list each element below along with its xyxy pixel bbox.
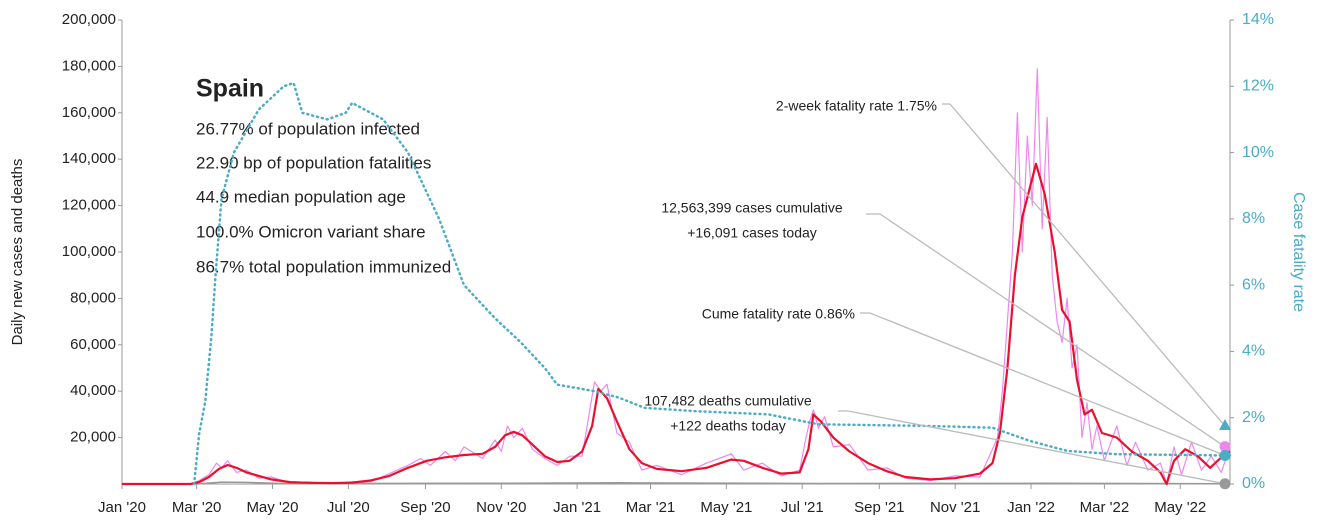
x-tick-label: Sep '20	[400, 499, 450, 516]
annotation: 12,563,399 cases cumulative	[661, 200, 843, 216]
info-line: 22.90 bp of population fatalities	[196, 153, 431, 172]
info-line: 26.77% of population infected	[196, 119, 420, 138]
y-tick-label: 120,000	[62, 197, 116, 214]
info-line: 86.7% total population immunized	[196, 257, 451, 276]
annotation: 2-week fatality rate 1.75%	[776, 98, 937, 114]
y-tick-label: 180,000	[62, 57, 116, 74]
annotation: 107,482 deaths cumulative	[644, 393, 812, 409]
y2-tick-label: 4%	[1242, 343, 1265, 360]
x-tick-label: Nov '20	[476, 499, 526, 516]
chart-title: Spain	[196, 75, 264, 103]
y2-tick-label: 0%	[1242, 475, 1265, 492]
x-tick-label: May '21	[700, 499, 752, 516]
x-tick-label: Sep '21	[854, 499, 904, 516]
y2-axis-label: Case fatality rate	[1290, 192, 1307, 312]
x-tick-label: Nov '21	[930, 499, 980, 516]
y-tick-label: 100,000	[62, 243, 116, 260]
y-tick-label: 160,000	[62, 104, 116, 121]
y-tick-label: 80,000	[70, 289, 116, 306]
x-tick-label: Mar '22	[1080, 499, 1130, 516]
x-tick-label: Jul '21	[781, 499, 824, 516]
info-line: 100.0% Omicron variant share	[196, 222, 426, 241]
series-line	[122, 481, 1231, 485]
leader-line	[942, 103, 1226, 427]
y2-tick-label: 8%	[1242, 210, 1265, 227]
end-marker	[1219, 478, 1231, 490]
series-line	[192, 81, 1232, 486]
y2-tick-label: 14%	[1242, 11, 1274, 28]
y-axis-label: Daily new cases and deaths	[9, 159, 26, 346]
x-tick-label: Jan '21	[553, 499, 601, 516]
y-tick-label: 200,000	[62, 11, 116, 28]
end-marker	[1219, 441, 1231, 453]
y2-tick-label: 12%	[1242, 78, 1274, 95]
y-tick-label: 20,000	[70, 429, 116, 446]
x-tick-label: May '20	[246, 499, 298, 516]
leader-line	[866, 213, 1226, 448]
x-tick-label: Jul '20	[327, 499, 370, 516]
x-tick-label: Jan '22	[1007, 499, 1055, 516]
y2-tick-label: 2%	[1242, 409, 1265, 426]
y2-tick-label: 6%	[1242, 276, 1265, 293]
y-tick-label: 140,000	[62, 150, 116, 167]
x-tick-label: Mar '21	[626, 499, 676, 516]
end-marker	[1219, 449, 1231, 461]
y-tick-label: 40,000	[70, 382, 116, 399]
annotation: +122 deaths today	[670, 418, 786, 434]
leader-line	[838, 410, 1226, 485]
y2-tick-label: 10%	[1242, 144, 1274, 161]
info-line: 44.9 median population age	[196, 187, 406, 206]
x-tick-label: May '22	[1154, 499, 1206, 516]
x-tick-label: Mar '20	[172, 499, 222, 516]
leader-line	[860, 312, 1226, 457]
annotation: +16,091 cases today	[687, 225, 817, 241]
series-line	[122, 162, 1231, 486]
y-tick-label: 60,000	[70, 336, 116, 353]
end-marker	[1219, 419, 1231, 430]
x-tick-label: Jan '20	[98, 499, 146, 516]
annotation: Cume fatality rate 0.86%	[702, 306, 855, 322]
